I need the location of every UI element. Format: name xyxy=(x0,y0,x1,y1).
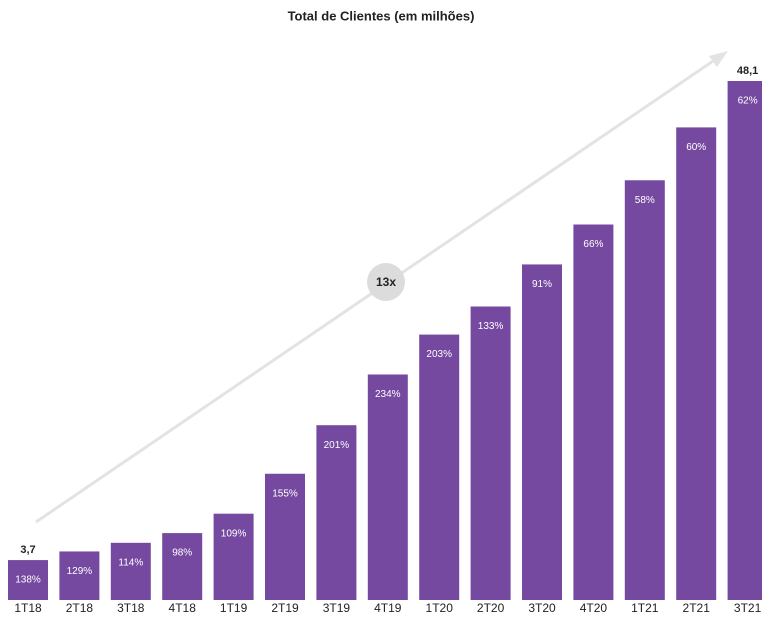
growth-label: 138% xyxy=(15,575,41,586)
x-tick-label: 4T19 xyxy=(374,601,402,615)
bar xyxy=(110,542,151,600)
growth-label: 203% xyxy=(426,349,452,360)
value-label: 3,7 xyxy=(20,544,35,556)
bar xyxy=(573,224,614,601)
bar xyxy=(624,180,665,600)
bar xyxy=(162,533,203,600)
x-tick-label: 1T18 xyxy=(14,601,42,615)
bar xyxy=(59,551,100,600)
x-tick-label: 2T21 xyxy=(683,601,711,615)
chart-title: Total de Clientes (em milhões) xyxy=(288,8,475,23)
bar xyxy=(522,264,562,600)
bar xyxy=(316,425,357,600)
bar xyxy=(727,81,762,600)
growth-label: 58% xyxy=(635,195,655,206)
bar xyxy=(419,334,460,600)
x-tick-label: 4T20 xyxy=(580,601,608,615)
growth-label: 129% xyxy=(67,566,93,577)
annotation-circle xyxy=(367,263,405,301)
growth-label: 98% xyxy=(172,548,192,559)
growth-label: 109% xyxy=(221,528,247,539)
arrow-head xyxy=(709,51,728,67)
x-tick-label: 3T18 xyxy=(117,601,145,615)
bar xyxy=(470,306,511,600)
value-label: 48,1 xyxy=(737,65,758,77)
x-tick-label: 1T20 xyxy=(426,601,454,615)
growth-label: 234% xyxy=(375,389,401,400)
growth-label: 133% xyxy=(478,321,504,332)
growth-label: 66% xyxy=(583,239,603,250)
x-tick-label: 3T20 xyxy=(528,601,556,615)
bar xyxy=(265,473,305,600)
growth-label: 62% xyxy=(738,96,758,107)
x-tick-label: 3T19 xyxy=(323,601,351,615)
bar xyxy=(367,374,408,600)
x-tick-label: 1T21 xyxy=(631,601,659,615)
x-tick-label: 2T18 xyxy=(66,601,94,615)
x-tick-label: 4T18 xyxy=(169,601,197,615)
x-tick-label: 3T21 xyxy=(734,601,762,615)
annotation: 13x xyxy=(376,275,396,289)
bar xyxy=(676,127,717,600)
growth-label: 155% xyxy=(272,488,298,499)
x-tick-label: 2T19 xyxy=(271,601,299,615)
growth-label: 114% xyxy=(118,557,143,568)
x-tick-label: 2T20 xyxy=(477,601,505,615)
growth-label: 91% xyxy=(532,279,552,290)
bar xyxy=(213,513,254,600)
bar xyxy=(8,560,48,600)
growth-label: 60% xyxy=(686,142,706,153)
growth-label: 201% xyxy=(324,440,350,451)
x-tick-label: 1T19 xyxy=(220,601,248,615)
